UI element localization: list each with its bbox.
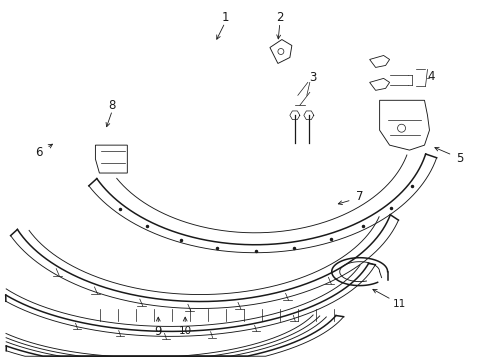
Text: 6: 6 [35,145,42,159]
Text: 8: 8 [108,99,116,112]
Text: 2: 2 [276,11,283,24]
Text: 1: 1 [221,11,228,24]
Text: 4: 4 [427,70,434,83]
Text: 5: 5 [455,152,462,165]
Text: 9: 9 [154,325,162,338]
Text: 3: 3 [308,71,316,84]
Text: 7: 7 [355,190,363,203]
Text: 11: 11 [392,298,406,309]
Text: 10: 10 [178,327,191,336]
